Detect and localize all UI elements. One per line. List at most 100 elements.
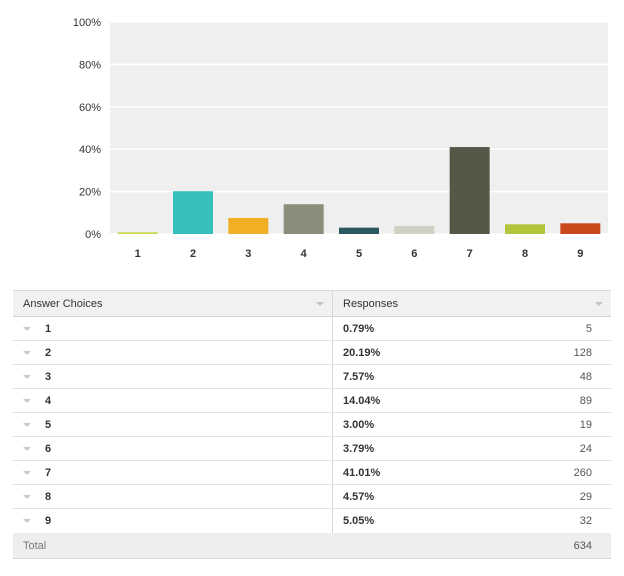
- table-row: 3 7.57% 48: [13, 365, 611, 389]
- expand-caret-icon[interactable]: [23, 519, 31, 523]
- responses-header[interactable]: Responses: [333, 291, 611, 316]
- total-row: Total 634: [13, 533, 611, 558]
- table-row: 7 41.01% 260: [13, 461, 611, 485]
- response-count: 5: [585, 322, 592, 335]
- response-count: 24: [579, 442, 592, 455]
- bar-chart: 0% 20% 40% 60% 80% 100% 1 2 3 4 5 6 7 8 9: [73, 17, 608, 260]
- response-cell: 0.79% 5: [333, 317, 611, 340]
- response-percent: 4.57%: [343, 490, 375, 503]
- answer-choice-label: 8: [45, 490, 52, 503]
- responses-header-label: Responses: [343, 297, 399, 310]
- y-tick-label: 80%: [79, 59, 101, 71]
- answer-choices-header[interactable]: Answer Choices: [13, 291, 333, 316]
- total-count-cell: 634: [333, 533, 611, 558]
- answer-choice-cell: 6: [13, 437, 333, 460]
- sort-arrow-icon[interactable]: [595, 302, 603, 306]
- expand-caret-icon[interactable]: [23, 398, 31, 403]
- answer-choice-label: 6: [45, 442, 52, 455]
- bar-8[interactable]: [505, 224, 545, 234]
- response-percent: 3.79%: [343, 442, 375, 455]
- answer-choice-cell: 7: [13, 461, 333, 484]
- table-row: 2 20.19% 128: [13, 341, 611, 365]
- bar-2[interactable]: [173, 191, 213, 234]
- y-tick-label: 40%: [79, 144, 101, 156]
- table-body: 1 0.79% 5 2 20.19% 128 3 7.57% 48 4 14.04% 89 5 3.00%…: [13, 317, 611, 533]
- response-cell: 20.19% 128: [333, 341, 611, 364]
- bar-7[interactable]: [449, 147, 490, 234]
- answer-choices-header-label: Answer Choices: [23, 297, 103, 310]
- expand-caret-icon[interactable]: [23, 470, 31, 475]
- x-tick-label: 2: [190, 248, 196, 260]
- response-cell: 3.79% 24: [333, 437, 611, 460]
- response-percent: 5.05%: [343, 515, 375, 527]
- response-percent: 14.04%: [343, 394, 381, 407]
- expand-caret-icon[interactable]: [23, 422, 31, 427]
- answer-choice-cell: 8: [13, 485, 333, 508]
- table-row: 9 5.05% 32: [13, 509, 611, 533]
- response-percent: 3.00%: [343, 418, 375, 431]
- response-count: 260: [573, 466, 592, 479]
- response-count: 128: [573, 346, 592, 359]
- response-cell: 7.57% 48: [333, 365, 611, 388]
- answer-choice-label: 9: [45, 515, 52, 527]
- response-count: 29: [579, 490, 592, 503]
- response-count: 89: [579, 394, 592, 407]
- x-tick-label: 9: [577, 248, 583, 260]
- answer-choice-cell: 2: [13, 341, 333, 364]
- table-row: 1 0.79% 5: [13, 317, 611, 341]
- answer-choice-label: 7: [45, 466, 52, 479]
- answer-choice-label: 5: [45, 418, 52, 431]
- expand-caret-icon[interactable]: [23, 326, 31, 331]
- y-tick-label: 20%: [79, 187, 101, 199]
- answer-choice-cell: 9: [13, 509, 333, 533]
- response-percent: 20.19%: [343, 346, 381, 359]
- bar-4[interactable]: [283, 204, 324, 234]
- y-tick-label: 0%: [85, 229, 101, 241]
- table-row: 5 3.00% 19: [13, 413, 611, 437]
- x-tick-label: 6: [411, 248, 417, 260]
- expand-caret-icon[interactable]: [23, 494, 31, 499]
- expand-caret-icon[interactable]: [23, 446, 31, 451]
- bar-5[interactable]: [339, 227, 379, 234]
- y-tick-label: 60%: [79, 102, 101, 114]
- bar-9[interactable]: [560, 223, 601, 234]
- expand-caret-icon[interactable]: [23, 374, 31, 379]
- bar-6[interactable]: [394, 225, 435, 234]
- bar-3[interactable]: [228, 217, 269, 234]
- bar-1[interactable]: [117, 232, 158, 234]
- x-tick-label: 8: [522, 248, 528, 260]
- answer-choice-label: 3: [45, 370, 52, 383]
- x-tick-label: 3: [245, 248, 251, 260]
- response-count: 48: [579, 370, 592, 383]
- x-tick-label: 1: [135, 248, 141, 260]
- answer-choice-cell: 1: [13, 317, 333, 340]
- response-percent: 7.57%: [343, 370, 375, 383]
- table-row: 6 3.79% 24: [13, 437, 611, 461]
- answer-choice-cell: 4: [13, 389, 333, 412]
- responses-table: Answer Choices Responses 1 0.79% 5 2 20.19% 1…: [13, 290, 611, 559]
- response-cell: 41.01% 260: [333, 461, 611, 484]
- response-count: 32: [579, 515, 592, 527]
- expand-caret-icon[interactable]: [23, 350, 31, 355]
- response-cell: 14.04% 89: [333, 389, 611, 412]
- table-row: 8 4.57% 29: [13, 485, 611, 509]
- response-percent: 0.79%: [343, 322, 375, 335]
- table-header-row: Answer Choices Responses: [13, 291, 611, 317]
- total-count: 634: [573, 539, 592, 552]
- x-tick-label: 7: [467, 248, 473, 260]
- answer-choice-cell: 3: [13, 365, 333, 388]
- response-percent: 41.01%: [343, 466, 381, 479]
- answer-choice-label: 1: [45, 322, 52, 335]
- x-tick-label: 5: [356, 248, 362, 260]
- y-tick-label: 100%: [73, 17, 101, 29]
- answer-choice-label: 4: [45, 394, 52, 407]
- sort-arrow-icon[interactable]: [316, 302, 324, 306]
- table-row: 4 14.04% 89: [13, 389, 611, 413]
- response-cell: 5.05% 32: [333, 509, 611, 533]
- x-tick-label: 4: [301, 248, 308, 260]
- total-label-cell: Total: [13, 533, 333, 558]
- answer-choice-cell: 5: [13, 413, 333, 436]
- response-count: 19: [579, 418, 592, 431]
- response-cell: 3.00% 19: [333, 413, 611, 436]
- total-label: Total: [23, 539, 47, 552]
